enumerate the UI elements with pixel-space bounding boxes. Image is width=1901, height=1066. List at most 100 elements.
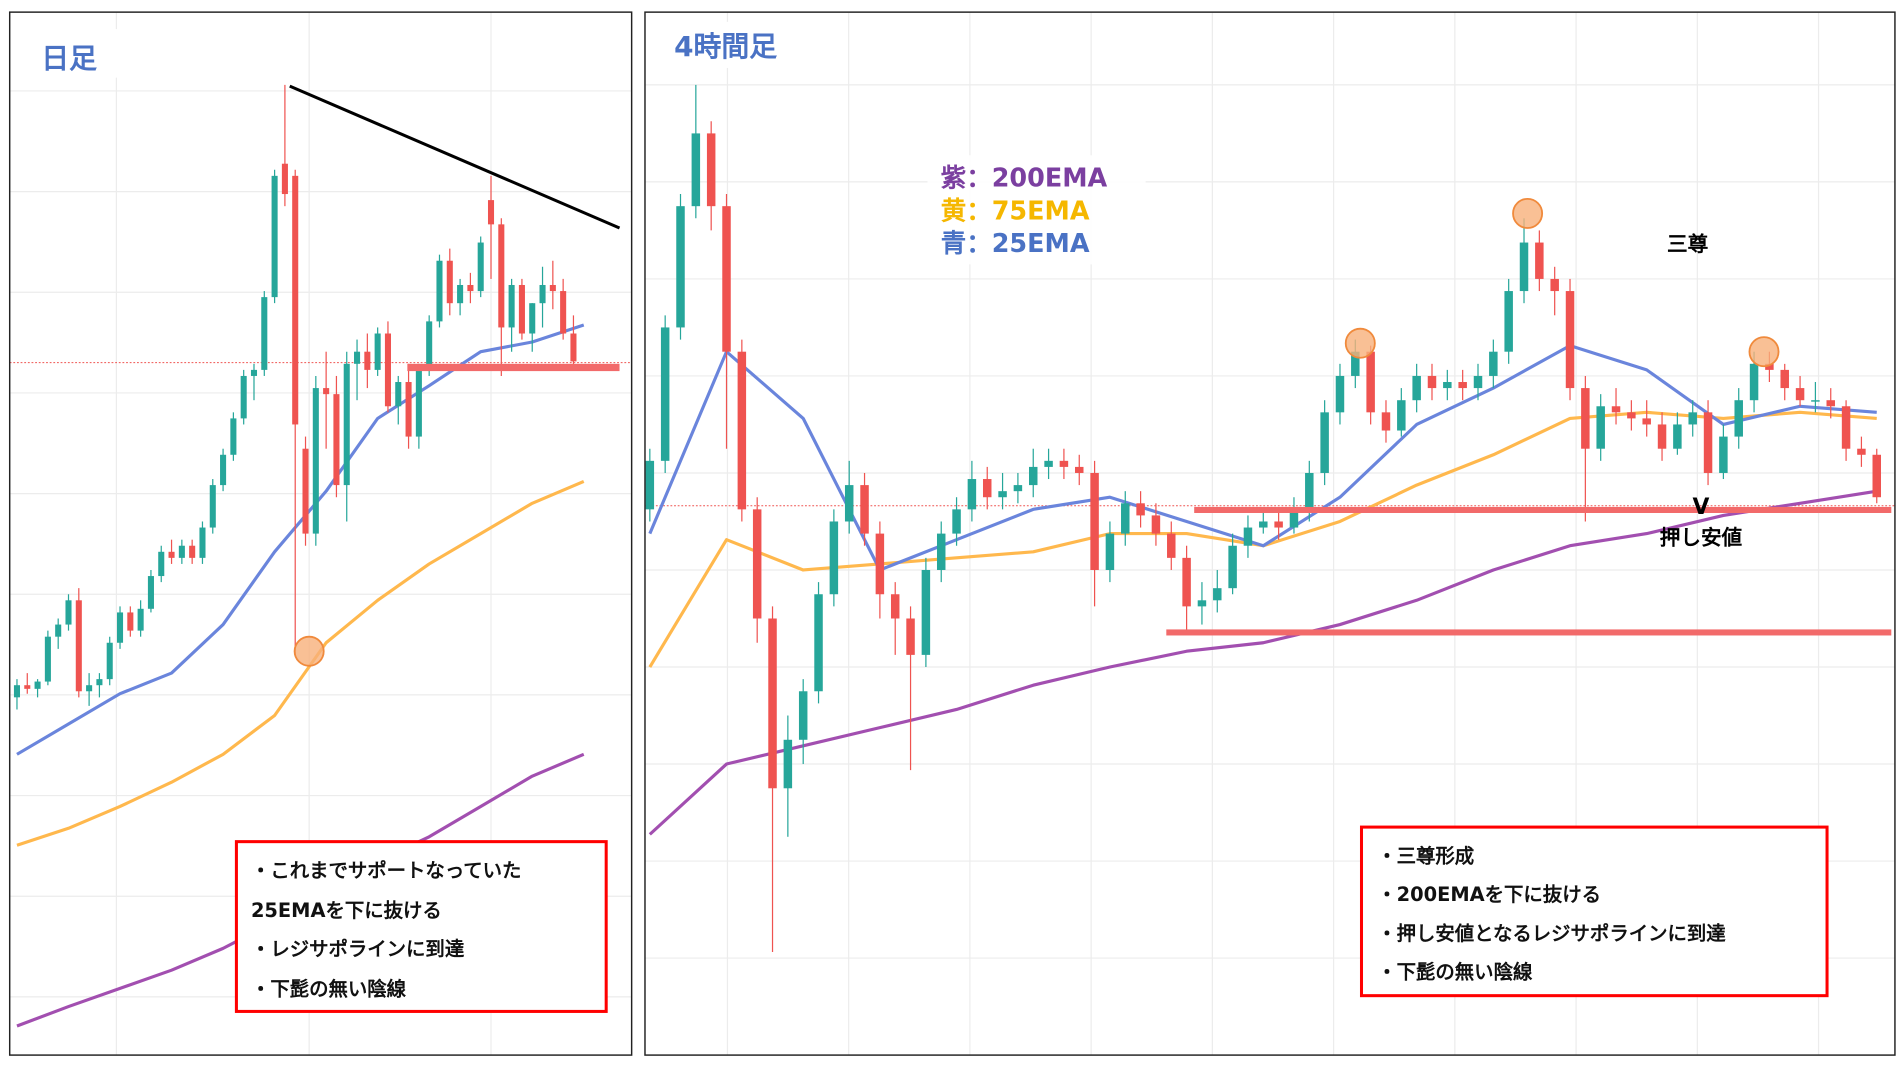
candle-body [752,509,762,619]
candle-body [549,284,556,292]
h4-candle [1719,424,1728,480]
daily-candle [137,600,144,637]
daily-candle [261,291,268,376]
candle-body [250,369,258,376]
h4-check-mark: V [1692,495,1709,520]
h4-candle [1121,491,1130,546]
daily-candle [75,588,82,698]
daily-candle [158,545,165,583]
candle-body [1105,533,1115,570]
h4-candle [906,606,915,771]
daily-candle [498,218,505,376]
daily-candle [240,369,247,425]
candle-body [498,224,505,328]
h4-candle [1642,400,1651,437]
candle-body [691,133,701,207]
candle-body [1550,278,1559,292]
candle-body [1627,412,1636,419]
h4-candle [722,194,731,449]
candle-body [645,460,655,510]
candle-body [660,327,670,461]
candle-body [1090,472,1099,570]
daily-candle [374,327,381,376]
daily-trendline [289,84,621,230]
h4-candle [1489,339,1498,389]
candle-body [1473,375,1483,389]
h4-candle [1044,448,1053,480]
h4-candle [1259,509,1268,534]
candle-body [1121,503,1130,534]
daily-candle [86,673,93,706]
h4-note-2: ・200EMAを下に抜ける [1377,883,1601,906]
candle-body [292,175,299,425]
h4-candle [1841,400,1851,461]
h4-candle [1673,412,1682,455]
daily-candle [333,375,340,498]
candle-body [116,612,124,643]
candle-body [508,284,515,328]
h4-candle [1397,388,1406,437]
h4-candle [921,557,931,668]
candle-body [415,369,422,437]
daily-note-4: ・下髭の無い陰線 [251,978,407,1001]
daily-candle [55,618,62,649]
candle-body [1366,351,1375,413]
h4-candle [1289,497,1299,534]
candle-body [1611,406,1621,413]
candle-body [1519,242,1529,292]
candle-body [1151,515,1161,534]
daily-candle [467,272,474,304]
candle-body [814,594,823,692]
daily-candle [508,278,515,352]
daily-candle [271,169,278,304]
candle-body [86,685,93,692]
daily-candle [560,278,567,340]
candle-body [1259,521,1268,528]
candle-body [1044,460,1053,467]
h4-candle [1228,533,1237,595]
candle-body [220,454,227,486]
h4-candle [1167,521,1176,570]
h4-note-4: ・下髭の無い陰線 [1377,961,1533,984]
h4-candle [1182,545,1191,631]
h4-candle [890,582,900,655]
h4-pattern-label: 三尊 [1667,232,1709,256]
legend-25ema: 青：25EMA [941,229,1090,259]
h4-candle [860,472,869,546]
candle-body [1657,424,1667,449]
candle-body [44,636,51,682]
h4-candle [1443,369,1452,401]
candle-body [467,284,474,292]
h4-candle [1274,509,1283,540]
h4-candle [1857,436,1866,467]
h4-candle [1596,394,1605,461]
candle-body [374,333,381,370]
candle-body [1749,363,1759,401]
candle-body [798,691,808,740]
candle-body [147,576,154,609]
candle-body [1335,375,1345,413]
h4-candle [1826,388,1835,419]
h4-note-box [1359,825,1829,998]
h4-left-shoulder-circle [1344,327,1376,359]
h4-candle [1029,448,1038,498]
candle-body [230,418,237,455]
candle-body [982,479,992,498]
candle-body [1826,400,1835,407]
candle-body [127,612,134,631]
candle-body [333,394,340,486]
h4-candle [706,121,716,231]
candle-body [13,685,21,698]
candle-body [906,618,915,655]
h4-ema-200ema-line [648,489,1877,836]
daily-candle [446,248,453,316]
h4-candle [1473,363,1483,401]
candle-body [518,284,525,334]
daily-note-3: ・レジサポラインに到達 [251,938,465,961]
h4-support-band-upper [1194,506,1892,513]
candle-body [158,551,165,577]
daily-candle [539,266,546,328]
daily-candle [292,169,299,655]
daily-candle [549,260,556,310]
daily-candle [106,636,113,686]
